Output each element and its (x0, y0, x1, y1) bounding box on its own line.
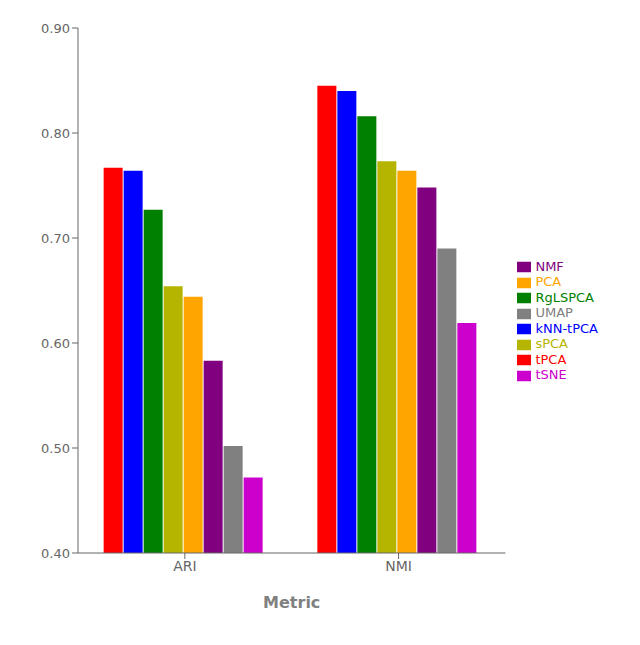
svg-text:0.80: 0.80 (41, 126, 70, 141)
svg-text:Metric: Metric (263, 593, 320, 612)
html-text:kNN-tPCA: kNN-tPCA (535, 320, 598, 336)
html-text:NMF: NMF (535, 258, 564, 274)
html-text:sPCA: sPCA (535, 336, 568, 351)
html-text:PCA: PCA (535, 274, 562, 289)
svg-text:0.40: 0.40 (41, 546, 70, 561)
html-text:tSNE: tSNE (535, 367, 567, 382)
svg-text:0.50: 0.50 (41, 441, 70, 456)
html-text:tPCA: tPCA (535, 351, 567, 367)
svg-text:0.90: 0.90 (41, 21, 70, 36)
svg-text:ARI: ARI (173, 558, 196, 574)
html-text:UMAP: UMAP (535, 305, 573, 320)
svg-text:0.60: 0.60 (41, 336, 70, 351)
svg-text:0.70: 0.70 (41, 231, 70, 246)
html-text:RgLSPCA: RgLSPCA (535, 289, 594, 305)
svg-text:NMI: NMI (385, 558, 412, 574)
